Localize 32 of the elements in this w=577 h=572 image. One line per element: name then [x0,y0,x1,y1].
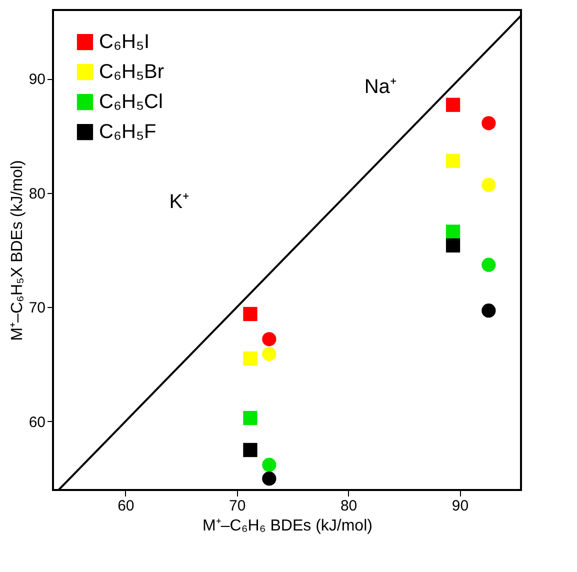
point [482,304,496,318]
annotation: Na⁺ [364,76,397,98]
x-tick-label: 90 [452,498,469,514]
legend-label: C₆H₅F [99,121,156,143]
x-tick-label: 70 [229,498,246,514]
point [243,352,258,366]
point [482,258,496,272]
point [446,154,460,168]
point [243,306,258,322]
point [446,238,460,252]
point [262,332,276,346]
point [262,472,276,486]
point [446,98,460,112]
point [482,178,496,192]
y-tick-label: 70 [28,300,46,317]
point [482,116,496,130]
legend-label: C₆H₅Br [99,61,164,83]
point [446,224,460,239]
x-tick-label: 60 [118,498,134,514]
x-axis-title: M⁺–C₆H₆ BDEs (kJ/mol) [202,518,372,534]
legend-label: C₆H₅Cl [99,91,163,113]
y-axis-title: M⁺–C₆H₅X BDEs (kJ/mol) [8,160,26,341]
annotation: K⁺ [169,191,190,213]
legend-label: C₆H₅I [99,31,150,53]
point [262,458,276,472]
y-tick-label: 90 [28,71,46,88]
y-tick-label: 60 [28,414,46,431]
point [262,346,276,362]
y-tick-label: 80 [28,185,46,202]
point [243,442,258,458]
point [243,410,258,426]
x-tick-label: 80 [340,498,358,514]
